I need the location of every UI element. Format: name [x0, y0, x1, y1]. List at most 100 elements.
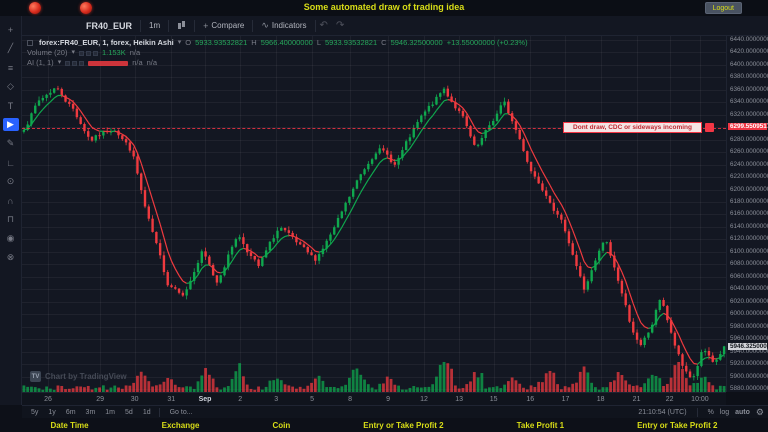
- volume-na: n/a: [129, 48, 141, 57]
- price-tick-label: 6240.00000000: [730, 160, 768, 168]
- logout-button[interactable]: Logout: [704, 2, 742, 14]
- caret-down-icon[interactable]: ▾: [177, 39, 182, 46]
- price-tick-label: 6380.00000000: [730, 73, 768, 81]
- drawing-toolbar: + ╱ ≡ ◇ T ▶ ✎ ∟ ⊙ ∩ ⊓ ◉ ⊗: [0, 16, 22, 405]
- auto-scale-button[interactable]: auto: [735, 408, 750, 416]
- indicator-action-icons[interactable]: [65, 60, 85, 66]
- text-tool-icon[interactable]: T: [7, 100, 14, 111]
- ohlc-close-value: 5946.32500000: [390, 38, 443, 47]
- change-value: +13.55000000 (+0.23%): [446, 38, 528, 47]
- red-status-icon-1[interactable]: [29, 2, 41, 14]
- price-tick-label: 5940.00000000: [730, 347, 768, 355]
- column-label-4: Entry or Take Profit 2: [363, 420, 444, 430]
- bottom-separator: [696, 407, 698, 417]
- alert-price-line[interactable]: [22, 127, 726, 129]
- range-button-1y[interactable]: 1y: [44, 409, 59, 416]
- clock-area: 21:10:54 (UTC) % log auto ⚙: [638, 407, 764, 418]
- price-axis[interactable]: 6440.00000000 6420.00000000 6400.00000000 6…: [726, 36, 768, 392]
- time-axis[interactable]: 26 29 30 31 Sep 2 3 5 8 9 12 13 15 16 17 18 21 22 10:00: [22, 392, 726, 405]
- chart-pane[interactable]: forex:FR40_EUR, 1, forex, Heikin Ashi ▾ …: [22, 36, 726, 392]
- legend-collapse-icon[interactable]: [27, 40, 33, 46]
- clock-utc[interactable]: 21:10:54 (UTC): [638, 408, 687, 416]
- compare-icon: +: [203, 20, 209, 31]
- gear-icon[interactable]: ⚙: [755, 406, 764, 417]
- toolbar-separator: [168, 19, 170, 32]
- alert-note-text[interactable]: Dont draw, CDC or sideways incoming: [563, 122, 702, 134]
- ai-signal-swatch: [88, 60, 129, 66]
- symbol-button[interactable]: FR40_EUR: [78, 16, 140, 36]
- zoom-tool-icon[interactable]: ⊙: [6, 176, 15, 186]
- range-button-1d[interactable]: 1d: [139, 409, 155, 416]
- undo-button[interactable]: ↶: [316, 16, 332, 36]
- time-tick-label: Sep: [198, 396, 212, 403]
- tradingview-watermark[interactable]: TV Chart by TradingView: [30, 371, 127, 382]
- percent-scale-button[interactable]: %: [707, 408, 714, 416]
- price-tick-label: 6000.00000000: [730, 310, 768, 318]
- measure-tool-icon[interactable]: ∟: [6, 157, 15, 168]
- redo-icon: ↷: [335, 20, 345, 31]
- range-button-5d[interactable]: 5d: [121, 409, 137, 416]
- price-tick-label: 6440.00000000: [730, 36, 768, 43]
- log-scale-button[interactable]: log: [719, 408, 730, 416]
- compare-button[interactable]: + Compare: [195, 16, 252, 36]
- candlestick-chart-canvas[interactable]: [22, 36, 726, 392]
- price-tick-label: 6060.00000000: [730, 272, 768, 280]
- column-label-1: Date Time: [50, 420, 89, 430]
- crosshair-tool-icon[interactable]: +: [7, 24, 14, 35]
- trend-line-tool-icon[interactable]: ╱: [7, 43, 14, 53]
- range-button-5y[interactable]: 5y: [27, 409, 42, 416]
- caret-down-icon[interactable]: ▾: [71, 49, 75, 56]
- price-tick-label: 6360.00000000: [730, 85, 768, 93]
- price-tick-label: 6160.00000000: [730, 210, 768, 218]
- volume-value: 1.153K: [101, 48, 126, 57]
- hide-drawings-tool-icon[interactable]: ◉: [6, 233, 15, 243]
- range-button-3m[interactable]: 3m: [82, 409, 100, 416]
- goto-button[interactable]: Go to...: [164, 408, 199, 417]
- arrow-tool-icon[interactable]: ▶: [2, 118, 19, 131]
- toolbar-separator: [140, 19, 142, 32]
- chart-toolbar: FR40_EUR 1m + Compare ∿ Indicators ↶ ↷: [0, 16, 768, 36]
- shapes-tool-icon[interactable]: ◇: [7, 81, 14, 91]
- ohlc-open-value: 5933.93532821: [195, 38, 248, 47]
- price-tick-label: 6080.00000000: [730, 260, 768, 268]
- caret-down-icon[interactable]: ▾: [57, 59, 62, 66]
- time-tick-label: 16: [526, 396, 535, 403]
- price-tick-label: 5960.00000000: [730, 335, 768, 343]
- lock-tool-icon[interactable]: ⊓: [6, 214, 15, 224]
- alert-close-box[interactable]: [705, 123, 714, 133]
- interval-button[interactable]: 1m: [141, 16, 168, 36]
- watermark-text[interactable]: Chart by TradingView: [45, 372, 127, 381]
- range-button-6m[interactable]: 6m: [62, 409, 80, 416]
- alert-price-axis-label[interactable]: 6299.55095172: [728, 123, 768, 131]
- bottom-toolbar: 5y 1y 6m 3m 1m 5d 1d Go to... 21:10:54 (UTC) %…: [22, 405, 768, 418]
- legend-symbol-text[interactable]: forex:FR40_EUR, 1, forex, Heikin Ashi: [39, 38, 174, 47]
- range-buttons: 5y 1y 6m 3m 1m 5d 1d: [22, 409, 155, 416]
- brush-tool-icon[interactable]: ✎: [6, 138, 15, 148]
- column-label-5: Take Profit 1: [516, 420, 565, 430]
- ai-na-1: n/a: [132, 58, 143, 67]
- alert-note[interactable]: Dont draw, CDC or sideways incoming: [563, 122, 714, 134]
- candles-icon: [177, 20, 186, 31]
- range-button-1m[interactable]: 1m: [101, 409, 119, 416]
- magnet-tool-icon[interactable]: ∩: [7, 195, 14, 206]
- redo-button[interactable]: ↷: [332, 16, 348, 36]
- toolbar-separator: [252, 19, 254, 32]
- ai-indicator-label[interactable]: AI (1, 1): [27, 58, 54, 67]
- time-tick-label: 3: [274, 396, 279, 403]
- fibonacci-tool-icon[interactable]: ≡: [7, 62, 14, 73]
- indicator-action-icons[interactable]: [78, 50, 98, 56]
- time-tick-label: 10:00: [691, 396, 709, 403]
- price-tick-label: 6340.00000000: [730, 98, 768, 106]
- page-title: Some automated draw of trading idea: [303, 2, 465, 12]
- chart-style-button[interactable]: [169, 16, 194, 36]
- red-status-icon-2[interactable]: [80, 2, 92, 14]
- volume-indicator-label[interactable]: Volume (20): [27, 48, 68, 57]
- undo-icon: ↶: [319, 20, 328, 31]
- indicators-button[interactable]: ∿ Indicators: [253, 16, 314, 36]
- ohlc-low-value: 5933.93532821: [325, 38, 378, 47]
- indicators-icon: ∿: [261, 20, 269, 30]
- price-tick-label: 6400.00000000: [730, 60, 768, 68]
- remove-drawings-tool-icon[interactable]: ⊗: [6, 252, 15, 262]
- time-tick-label: 29: [96, 396, 105, 403]
- ohlc-high-value: 5966.40000000: [260, 38, 313, 47]
